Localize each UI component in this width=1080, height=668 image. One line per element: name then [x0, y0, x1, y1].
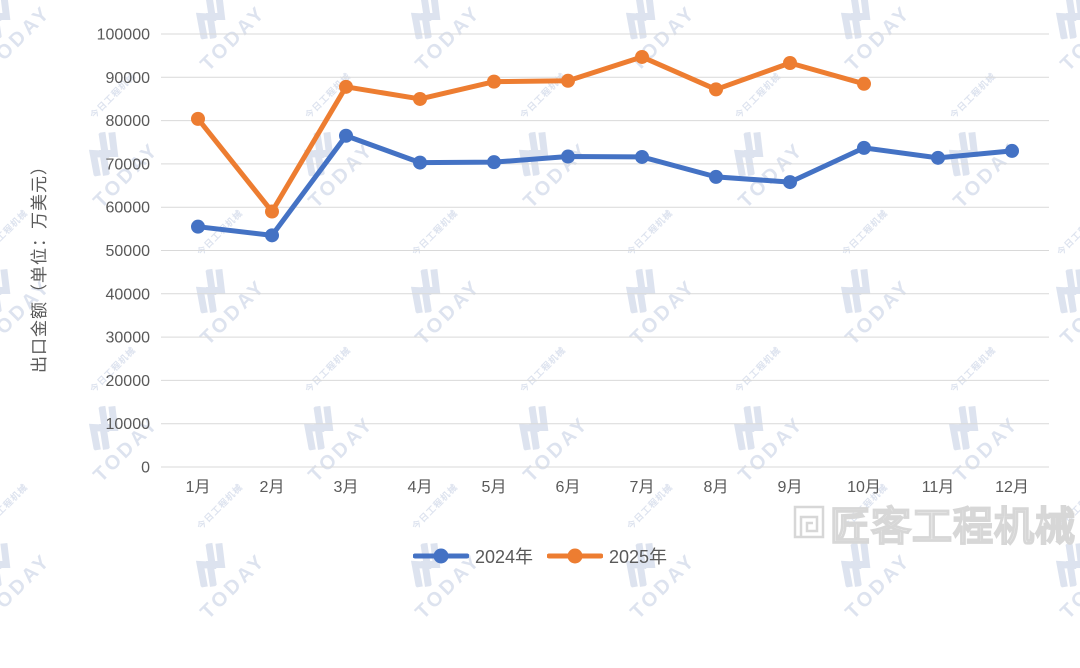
data-point-2024年	[339, 128, 353, 143]
data-point-2024年	[709, 169, 723, 184]
x-tick-label: 11月	[922, 479, 955, 496]
y-tick-label: 40000	[106, 286, 151, 303]
data-point-2024年	[931, 150, 945, 165]
y-tick-label: 20000	[106, 373, 151, 390]
y-tick-label: 60000	[106, 200, 151, 217]
chart-legend: 2024年 2025年	[0, 543, 1080, 569]
x-tick-label: 5月	[482, 479, 507, 496]
data-point-2024年	[265, 228, 279, 243]
x-tick-label: 7月	[630, 479, 655, 496]
data-point-2025年	[709, 82, 723, 97]
x-tick-label: 1月	[186, 479, 211, 496]
data-point-2025年	[635, 49, 649, 64]
y-tick-label: 30000	[106, 330, 151, 347]
data-point-2025年	[783, 56, 797, 71]
data-point-2024年	[561, 149, 575, 164]
y-tick-label: 0	[141, 460, 150, 477]
data-point-2024年	[857, 140, 871, 155]
y-tick-label: 10000	[106, 416, 151, 433]
x-tick-label: 6月	[556, 479, 581, 496]
data-point-2025年	[339, 79, 353, 94]
data-point-2025年	[191, 111, 205, 126]
line-chart: 0 10000 20000 30000 40000 50000 60000 70000 8000…	[97, 27, 1049, 496]
x-tick-label: 9月	[778, 479, 803, 496]
data-point-2024年	[635, 149, 649, 164]
legend-marker-icon	[547, 548, 603, 564]
legend-label: 2025年	[609, 547, 668, 567]
series-line-2024年	[195, 133, 1015, 238]
data-point-2024年	[487, 155, 501, 170]
y-tick-label: 50000	[106, 243, 151, 260]
x-tick-label: 10月	[847, 479, 881, 496]
x-tick-label: 2月	[260, 479, 285, 496]
y-tick-label: 80000	[106, 113, 151, 130]
data-point-2024年	[413, 155, 427, 170]
data-point-2025年	[413, 91, 427, 106]
chart-stage: 今日工程机械TODAY今日工程机械TODAY今日工程机械TODAY今日工程机械T…	[0, 0, 1080, 623]
data-point-2024年	[1005, 143, 1019, 158]
x-tick-label: 3月	[334, 479, 359, 496]
series-line-2025年	[195, 54, 867, 215]
legend-item-2025年[interactable]: 2025年	[547, 543, 667, 569]
x-tick-label: 8月	[704, 479, 729, 496]
data-point-2025年	[265, 204, 279, 219]
legend-label: 2024年	[474, 547, 533, 567]
y-tick-label: 70000	[106, 156, 151, 173]
data-point-2025年	[487, 74, 501, 89]
data-point-2024年	[783, 175, 797, 190]
x-tick-label: 4月	[408, 479, 433, 496]
x-tick-label: 12月	[995, 479, 1029, 496]
y-tick-label: 100000	[97, 27, 150, 44]
data-point-2025年	[561, 73, 575, 88]
y-tick-label: 90000	[106, 70, 151, 87]
data-point-2025年	[857, 76, 871, 91]
data-point-2024年	[191, 219, 205, 234]
y-axis-title: 出口金额（单位：万美元）	[30, 157, 49, 373]
legend-marker-icon	[412, 548, 469, 564]
legend-item-2024年[interactable]: 2024年	[412, 543, 533, 569]
